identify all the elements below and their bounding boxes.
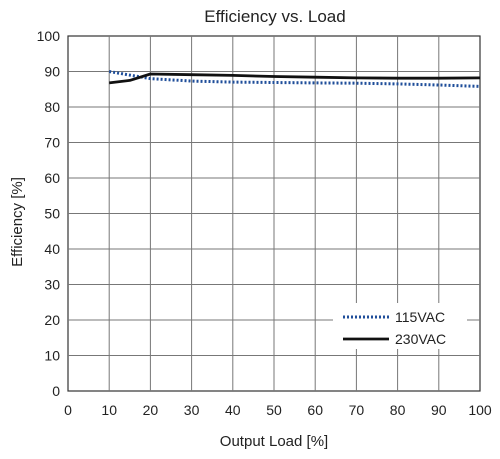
x-tick-label: 0 — [64, 402, 72, 418]
x-tick-label: 80 — [390, 402, 406, 418]
x-axis-label: Output Load [%] — [220, 433, 328, 450]
legend-label-230vac: 230VAC — [395, 331, 446, 347]
series-layer — [108, 70, 481, 88]
y-tick-label: 30 — [44, 277, 60, 293]
legend: 115VAC 230VAC — [333, 303, 467, 349]
y-tick-label: 90 — [44, 64, 60, 80]
series-line-230vac — [109, 72, 481, 85]
x-tick-label: 20 — [143, 402, 159, 418]
series-line-115vac — [108, 70, 481, 88]
legend-label-115vac: 115VAC — [395, 309, 445, 325]
tick-layer: 0 10 20 30 40 50 60 70 80 90 100 0 10 20 30 40 50 60 70 80 9… — [37, 28, 492, 418]
x-tick-label: 90 — [431, 402, 447, 418]
y-tick-label: 60 — [44, 170, 60, 186]
y-tick-label: 100 — [37, 28, 61, 44]
y-tick-label: 20 — [44, 312, 60, 328]
legend-box — [333, 303, 467, 349]
y-tick-label: 50 — [44, 206, 60, 222]
y-tick-label: 80 — [44, 99, 60, 115]
y-axis-label: Efficiency [%] — [9, 177, 26, 267]
x-tick-label: 100 — [468, 402, 492, 418]
x-tick-label: 40 — [225, 402, 241, 418]
y-tick-label: 40 — [44, 241, 60, 257]
x-tick-label: 50 — [266, 402, 282, 418]
y-tick-label: 70 — [44, 135, 60, 151]
x-tick-label: 30 — [184, 402, 200, 418]
y-tick-label: 10 — [44, 348, 60, 364]
chart-title: Efficiency vs. Load — [204, 7, 345, 26]
x-tick-label: 70 — [349, 402, 365, 418]
y-tick-label: 0 — [52, 383, 60, 399]
x-tick-label: 10 — [101, 402, 117, 418]
x-tick-label: 60 — [307, 402, 323, 418]
